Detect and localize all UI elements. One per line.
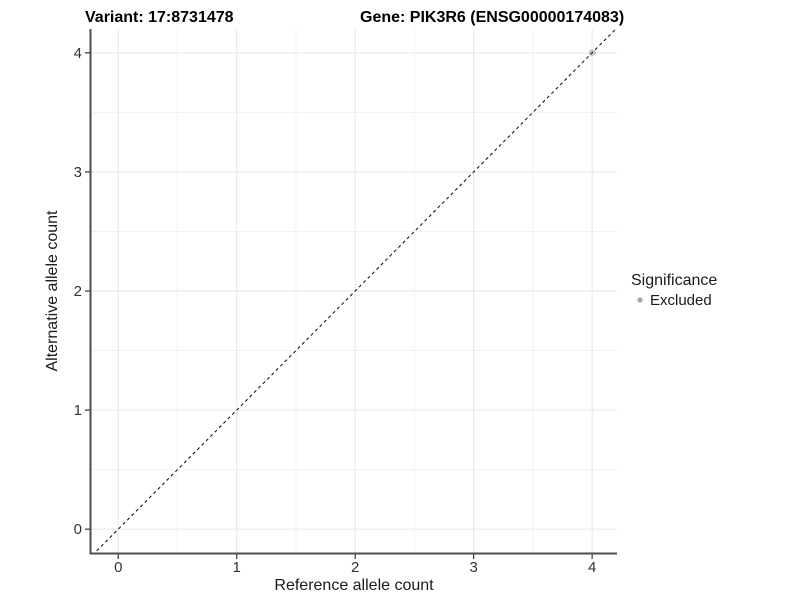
legend-item-label: Excluded [650, 292, 712, 309]
y-tick-label: 0 [74, 521, 82, 538]
x-tick-label: 3 [469, 559, 477, 576]
gene-title: Gene: PIK3R6 (ENSG00000174083) [360, 9, 624, 26]
y-tick-label: 2 [74, 283, 82, 300]
x-tick-label: 1 [233, 559, 241, 576]
y-tick-label: 1 [74, 402, 82, 419]
variant-title: Variant: 17:8731478 [85, 9, 234, 26]
y-tick-label: 3 [74, 164, 82, 181]
x-tick-label: 0 [114, 559, 122, 576]
axis-ticks [85, 52, 593, 559]
legend-key-dot [637, 297, 643, 303]
x-tick-label: 4 [588, 559, 596, 576]
y-tick-label: 4 [74, 45, 82, 62]
x-axis-title: Reference allele count [274, 577, 434, 594]
x-tick-label: 2 [351, 559, 359, 576]
legend-title: Significance [631, 272, 717, 289]
y-axis-title: Alternative allele count [44, 210, 61, 372]
legend: Significance Excluded [631, 272, 717, 309]
axis-tick-labels: 0 1 2 3 4 0 1 2 3 4 [74, 45, 597, 576]
axis-lines [89, 29, 617, 555]
